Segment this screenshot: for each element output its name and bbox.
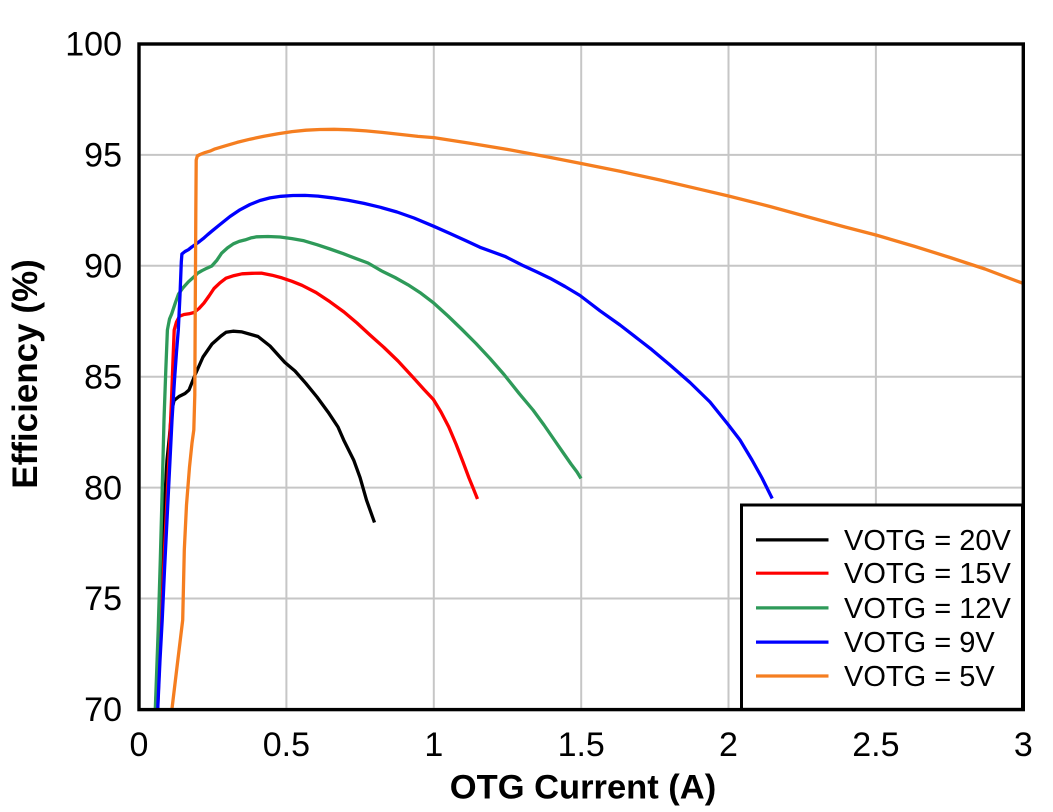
svg-text:100: 100 [65, 26, 122, 64]
svg-text:1: 1 [424, 726, 443, 764]
svg-text:VOTG = 5V: VOTG = 5V [844, 661, 995, 693]
svg-text:80: 80 [84, 469, 122, 507]
svg-text:Efficiency (%): Efficiency (%) [6, 259, 45, 489]
svg-text:90: 90 [84, 248, 122, 286]
svg-text:85: 85 [84, 358, 122, 396]
svg-text:VOTG = 20V: VOTG = 20V [844, 525, 1011, 557]
svg-text:95: 95 [84, 137, 122, 175]
svg-text:2: 2 [719, 726, 738, 764]
svg-text:1.5: 1.5 [558, 726, 605, 764]
svg-text:VOTG = 12V: VOTG = 12V [844, 593, 1011, 625]
svg-text:0.5: 0.5 [263, 726, 310, 764]
svg-text:75: 75 [84, 580, 122, 618]
svg-text:OTG Current (A): OTG Current (A) [450, 769, 716, 807]
svg-text:VOTG = 9V: VOTG = 9V [844, 627, 995, 659]
svg-text:2.5: 2.5 [852, 726, 899, 764]
svg-text:VOTG = 15V: VOTG = 15V [844, 558, 1011, 590]
svg-text:0: 0 [130, 726, 149, 764]
svg-text:70: 70 [84, 691, 122, 729]
svg-text:3: 3 [1014, 726, 1033, 764]
